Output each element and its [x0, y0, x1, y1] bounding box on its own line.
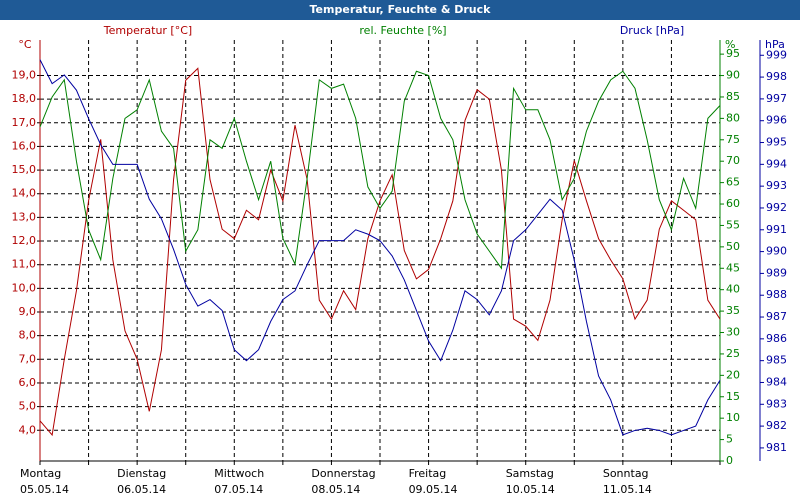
y-tick-label: 15,0 [12, 163, 37, 176]
x-tick-label: Montag [20, 467, 61, 480]
y-tick-label: 13,0 [12, 210, 37, 223]
y3-tick-label: 997 [766, 92, 787, 105]
y3-tick-label: 983 [766, 397, 787, 410]
y3-tick-label: 999 [766, 48, 787, 61]
chart-title: Temperatur, Feuchte & Druck [310, 3, 492, 16]
x-tick-sublabel: 05.05.14 [20, 483, 69, 496]
x-tick-sublabel: 07.05.14 [214, 483, 263, 496]
legend-label: Temperatur [°C] [103, 24, 192, 37]
y2-tick-label: 50 [726, 240, 740, 253]
y2-tick-label: 0 [726, 454, 733, 467]
x-tick-label: Donnerstag [311, 467, 375, 480]
y-axis-unit: °C [18, 38, 32, 51]
y2-tick-label: 20 [726, 368, 740, 381]
y2-tick-label: 5 [726, 433, 733, 446]
y2-tick-label: 85 [726, 90, 740, 103]
y3-tick-label: 998 [766, 70, 787, 83]
y-tick-label: 14,0 [12, 187, 37, 200]
x-tick-label: Sonntag [603, 467, 649, 480]
y-tick-label: 9,0 [19, 305, 37, 318]
x-tick-sublabel: 06.05.14 [117, 483, 166, 496]
y3-axis-unit: hPa [765, 38, 785, 51]
y2-tick-label: 10 [726, 411, 740, 424]
y-tick-label: 12,0 [12, 234, 37, 247]
y2-tick-label: 25 [726, 347, 740, 360]
y-tick-label: 5,0 [19, 400, 37, 413]
y-tick-label: 17,0 [12, 116, 37, 129]
y3-tick-label: 992 [766, 201, 787, 214]
y3-tick-label: 996 [766, 114, 787, 127]
y2-tick-label: 90 [726, 69, 740, 82]
y-tick-label: 4,0 [19, 423, 37, 436]
y2-tick-label: 75 [726, 133, 740, 146]
y2-tick-label: 45 [726, 261, 740, 274]
x-tick-label: Samstag [506, 467, 554, 480]
y2-tick-label: 30 [726, 326, 740, 339]
y3-tick-label: 990 [766, 245, 787, 258]
y3-tick-label: 982 [766, 419, 787, 432]
x-tick-sublabel: 08.05.14 [311, 483, 360, 496]
y-tick-label: 18,0 [12, 92, 37, 105]
y2-tick-label: 35 [726, 304, 740, 317]
y2-tick-label: 55 [726, 218, 740, 231]
y-tick-label: 8,0 [19, 329, 37, 342]
series-line [39, 70, 721, 270]
series-line [39, 59, 721, 436]
y3-tick-label: 989 [766, 266, 787, 279]
y-tick-label: 19,0 [12, 68, 37, 81]
y3-tick-label: 995 [766, 136, 787, 149]
title-bar [0, 0, 800, 20]
legend-label: rel. Feuchte [%] [359, 24, 446, 37]
legend-label: Druck [hPa] [620, 24, 684, 37]
y2-tick-label: 70 [726, 154, 740, 167]
y2-tick-label: 60 [726, 197, 740, 210]
y3-tick-label: 991 [766, 223, 787, 236]
y-tick-label: 7,0 [19, 352, 37, 365]
y2-tick-label: 95 [726, 47, 740, 60]
y2-tick-label: 40 [726, 283, 740, 296]
y3-tick-label: 985 [766, 354, 787, 367]
x-tick-label: Freitag [409, 467, 447, 480]
series-line [39, 67, 721, 437]
y-tick-label: 10,0 [12, 281, 37, 294]
x-tick-sublabel: 09.05.14 [409, 483, 458, 496]
y2-tick-label: 15 [726, 390, 740, 403]
y3-tick-label: 986 [766, 332, 787, 345]
y3-tick-label: 994 [766, 157, 787, 170]
x-tick-sublabel: 11.05.14 [603, 483, 652, 496]
y3-tick-label: 987 [766, 310, 787, 323]
y3-tick-label: 984 [766, 375, 787, 388]
y-tick-label: 16,0 [12, 139, 37, 152]
x-tick-sublabel: 10.05.14 [506, 483, 555, 496]
x-tick-label: Dienstag [117, 467, 166, 480]
x-tick-label: Mittwoch [214, 467, 264, 480]
y3-tick-label: 988 [766, 288, 787, 301]
y2-axis-unit: % [725, 38, 735, 51]
y3-tick-label: 981 [766, 441, 787, 454]
y-tick-label: 6,0 [19, 376, 37, 389]
y2-tick-label: 65 [726, 176, 740, 189]
y3-tick-label: 993 [766, 179, 787, 192]
y-tick-label: 11,0 [12, 258, 37, 271]
y2-tick-label: 80 [726, 111, 740, 124]
